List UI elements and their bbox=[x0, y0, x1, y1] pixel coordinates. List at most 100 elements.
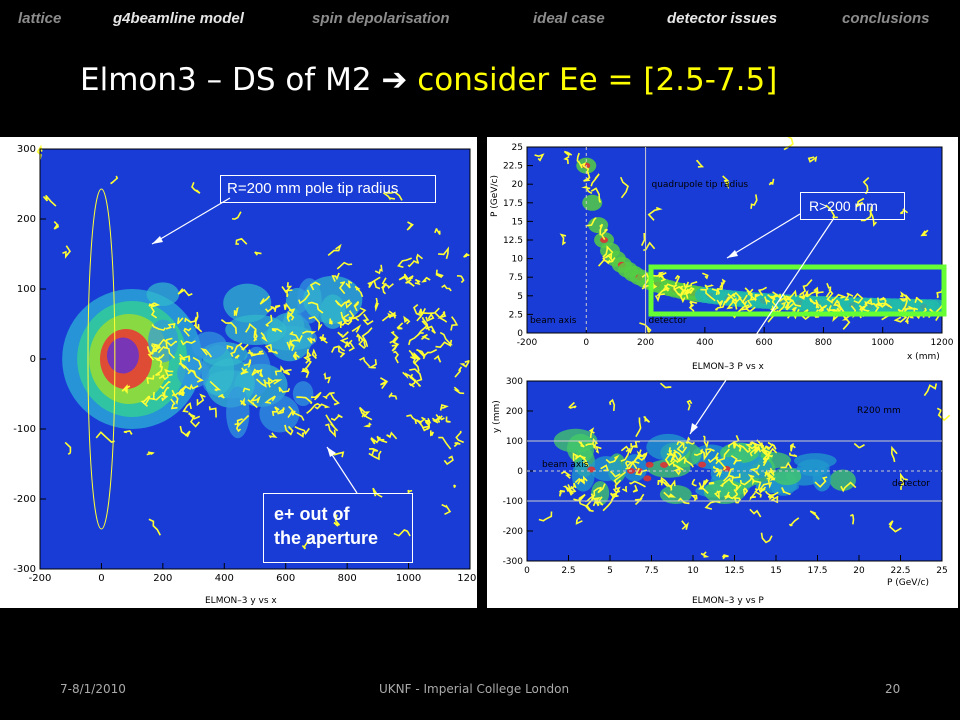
x-axis-label: P (GeV/c) bbox=[887, 578, 929, 588]
nav-item-lattice[interactable]: lattice bbox=[18, 10, 62, 27]
contour-segment bbox=[155, 364, 164, 376]
contour-segment bbox=[760, 448, 772, 457]
nav-item-conclusions[interactable]: conclusions bbox=[842, 10, 930, 27]
contour-segment bbox=[374, 264, 383, 275]
contour-segment bbox=[562, 484, 573, 492]
x-tick-label: 5 bbox=[607, 566, 613, 576]
contour-segment bbox=[387, 311, 396, 319]
contour-segment bbox=[621, 485, 628, 493]
plot-p-vs-x: -200 0 200 400 600 800 1000 1200 0 2.5 5 7.5 10 12.5 1… bbox=[487, 137, 958, 373]
contour-segment bbox=[358, 406, 373, 421]
plot-p-vs-x-svg: -200 0 200 400 600 800 1000 120002.557.51012.51… bbox=[490, 137, 954, 372]
contour-segment bbox=[178, 353, 186, 365]
contour-segment bbox=[670, 452, 686, 463]
contour-segment bbox=[421, 317, 431, 331]
callout-eplus-line2: the aperture bbox=[274, 528, 379, 548]
contour-segment bbox=[64, 441, 72, 455]
nav-item-ideal-case[interactable]: ideal case bbox=[533, 10, 605, 27]
plot-y-vs-p-svg: 0 2.5 5 7.5 10 12.5 15 17.5 20 22.5 25 -300 -200 -100… bbox=[492, 377, 951, 606]
arrow-icon: ➔ bbox=[381, 62, 408, 98]
contour-segment bbox=[534, 153, 545, 162]
contour-segment bbox=[361, 327, 373, 348]
contour-segment bbox=[408, 349, 421, 360]
contour-segment bbox=[445, 416, 451, 423]
contour-segment bbox=[145, 391, 157, 405]
contour-segment bbox=[453, 441, 461, 448]
contour-segment bbox=[657, 480, 664, 486]
contour-segment bbox=[334, 299, 351, 308]
contour-segment bbox=[148, 302, 161, 308]
contour-segment bbox=[255, 378, 267, 388]
contour-segment bbox=[367, 359, 377, 369]
nav-item-spin-depolarisation[interactable]: spin depolarisation bbox=[312, 10, 450, 27]
contour-segment bbox=[904, 315, 911, 325]
contour-segment bbox=[285, 289, 293, 298]
contour-segment bbox=[825, 204, 838, 219]
contour-segment bbox=[404, 273, 414, 280]
x-tick-label: 200 bbox=[637, 338, 654, 348]
y-tick-label: 15 bbox=[512, 217, 523, 227]
x-tick-label: 15 bbox=[770, 566, 781, 576]
contour-segment bbox=[613, 471, 626, 486]
contour-segment bbox=[636, 449, 645, 458]
contour-segment bbox=[333, 514, 341, 527]
contour-segment bbox=[388, 392, 398, 400]
contour-segment bbox=[311, 348, 318, 359]
contour-segment bbox=[310, 391, 322, 401]
contour-segment bbox=[576, 152, 583, 169]
contour-segment bbox=[434, 415, 445, 422]
contour-segment bbox=[390, 330, 399, 346]
contour-segment bbox=[286, 310, 295, 322]
contour-segment bbox=[923, 383, 938, 397]
contour-segment bbox=[156, 356, 163, 368]
contour-segment bbox=[620, 444, 638, 454]
contour-segment bbox=[374, 297, 379, 312]
contour-segment bbox=[243, 359, 252, 368]
contour-segment bbox=[292, 351, 300, 361]
contour-segment bbox=[330, 413, 343, 422]
contour-segment bbox=[416, 348, 426, 360]
y-tick-label: 20 bbox=[512, 180, 524, 190]
y-tick-label: 300 bbox=[506, 377, 523, 387]
contour-segment bbox=[807, 155, 818, 163]
contour-segment bbox=[721, 554, 729, 560]
contour-segment bbox=[672, 449, 682, 464]
contour-segment bbox=[629, 480, 646, 488]
contour-segment bbox=[643, 241, 656, 252]
contour-segment bbox=[146, 346, 155, 361]
contour-segment bbox=[351, 324, 362, 333]
x-tick-label: 25 bbox=[936, 566, 947, 576]
contour-segment bbox=[749, 508, 762, 518]
contour-segment bbox=[184, 316, 198, 323]
contour-segment bbox=[36, 144, 43, 160]
contour-segment bbox=[410, 356, 420, 372]
contour-segment bbox=[300, 366, 310, 378]
contour-segment bbox=[416, 419, 431, 432]
contour-segment bbox=[164, 368, 174, 377]
contour-segment bbox=[338, 281, 346, 295]
contour-segment bbox=[722, 175, 730, 190]
contour-segment bbox=[403, 315, 411, 325]
contour-segment bbox=[376, 435, 388, 444]
contour-segment bbox=[264, 395, 276, 404]
contour-segment bbox=[265, 305, 275, 313]
nav-item-detector-issues[interactable]: detector issues bbox=[667, 10, 778, 27]
contour-segment bbox=[749, 492, 756, 501]
y-tick-label: 300 bbox=[17, 144, 36, 155]
nav-item-g4beamline-model[interactable]: g4beamline model bbox=[113, 10, 244, 27]
contour-segment bbox=[234, 354, 240, 359]
x-tick-label: 0 bbox=[98, 573, 104, 584]
contour-segment bbox=[790, 442, 796, 452]
contour-segment bbox=[200, 347, 213, 358]
y-axis-label: P (GeV/c) bbox=[490, 175, 500, 217]
contour-segment bbox=[165, 322, 176, 330]
contour-segment bbox=[318, 334, 328, 344]
contour-segment bbox=[809, 510, 820, 520]
contour-segment bbox=[357, 334, 367, 348]
contour-segment bbox=[302, 330, 317, 335]
contour-segment bbox=[639, 322, 652, 335]
contour-segment bbox=[424, 417, 432, 425]
contour-segment bbox=[309, 281, 321, 291]
contour-segment bbox=[463, 252, 471, 258]
contour-segment bbox=[278, 386, 291, 393]
